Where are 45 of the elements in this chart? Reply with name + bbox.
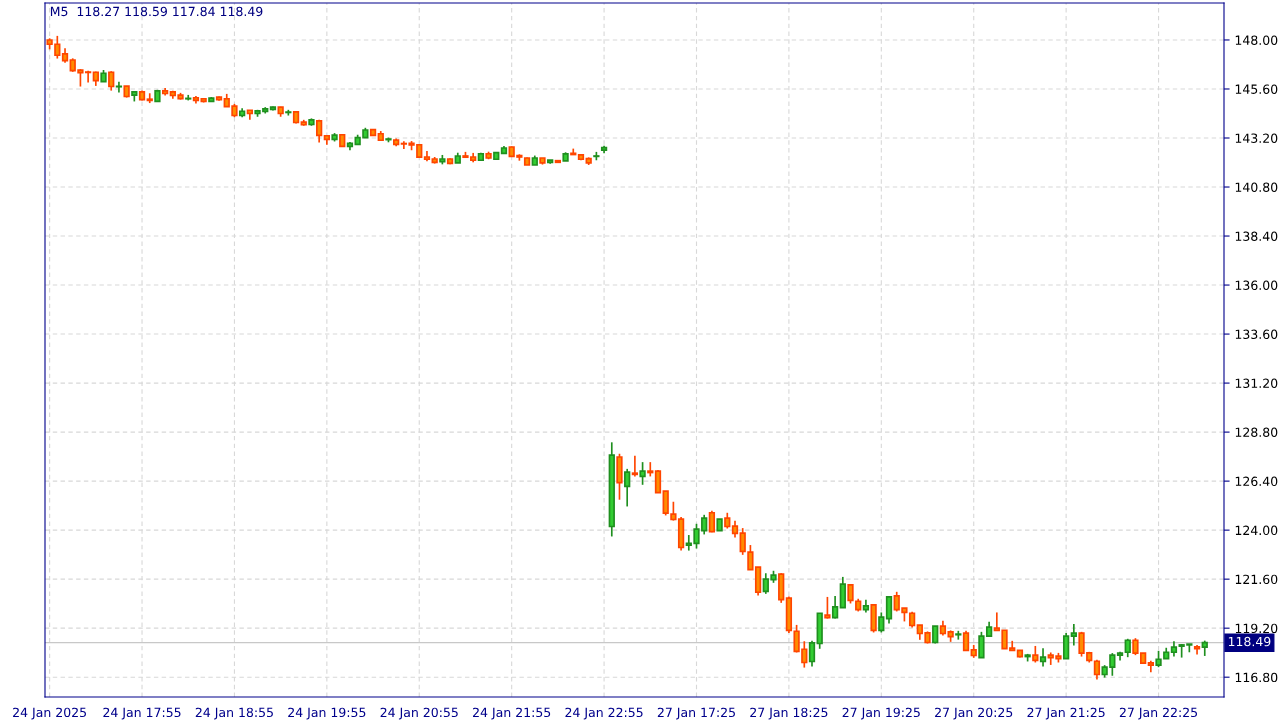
y-tick-label: 124.00: [1235, 525, 1278, 536]
x-tick-label: 27 Jan 21:25: [1027, 707, 1105, 720]
y-tick-label: 148.00: [1235, 35, 1278, 45]
candlestick: [108, 70, 115, 92]
y-tick-label: 140.80: [1235, 182, 1278, 192]
x-tick-label: 24 Jan 2025: [13, 707, 86, 720]
y-tick-label: 138.40: [1235, 231, 1278, 241]
chart-title: M5 118.27 118.59 117.84 118.49: [50, 6, 263, 17]
y-tick-label: 136.00: [1235, 280, 1278, 290]
candlestick: [885, 595, 893, 625]
x-tick-label: 27 Jan 20:25: [935, 707, 1013, 720]
candlestick: [831, 595, 839, 620]
candlestick: [624, 468, 631, 508]
x-tick-label: 24 Jan 21:55: [473, 707, 551, 720]
x-tick-label: 24 Jan 20:55: [380, 707, 458, 720]
y-tick-label: 128.80: [1235, 427, 1278, 438]
x-tick-label: 27 Jan 17:25: [657, 707, 735, 720]
candlestick: [1062, 632, 1070, 660]
candlestick: [839, 576, 846, 609]
y-tick-label: 119.20: [1235, 623, 1278, 634]
y-tick-label: 121.60: [1235, 574, 1278, 585]
y-tick-label: 131.20: [1235, 378, 1278, 389]
candlestick: [808, 639, 816, 668]
x-tick-label: 27 Jan 22:25: [1119, 707, 1198, 720]
y-tick-label: 143.20: [1235, 133, 1278, 143]
y-tick-label: 126.40: [1235, 476, 1278, 487]
candlestick: [1039, 647, 1047, 668]
candlestick: [824, 596, 831, 620]
x-tick-label: 24 Jan 17:55: [103, 707, 181, 720]
candlestick: [962, 629, 970, 652]
candlestick: [631, 454, 639, 478]
ref-line-label: 118.49: [1228, 636, 1271, 647]
candlestick: [1070, 623, 1077, 647]
y-tick-label: 133.60: [1235, 329, 1278, 339]
candlestick: [639, 461, 646, 486]
x-tick-label: 24 Jan 22:55: [565, 707, 643, 720]
candlestick: [647, 461, 654, 478]
x-tick-label: 24 Jan 19:55: [288, 707, 366, 720]
x-tick-label: 27 Jan 18:25: [750, 707, 828, 720]
candlestick: [654, 469, 662, 494]
x-tick-label: 24 Jan 18:55: [195, 707, 273, 720]
y-tick-label: 145.60: [1235, 84, 1278, 94]
x-tick-label: 27 Jan 19:25: [842, 707, 920, 720]
candlestick: [878, 611, 885, 634]
y-tick-label: 116.80: [1235, 672, 1278, 683]
